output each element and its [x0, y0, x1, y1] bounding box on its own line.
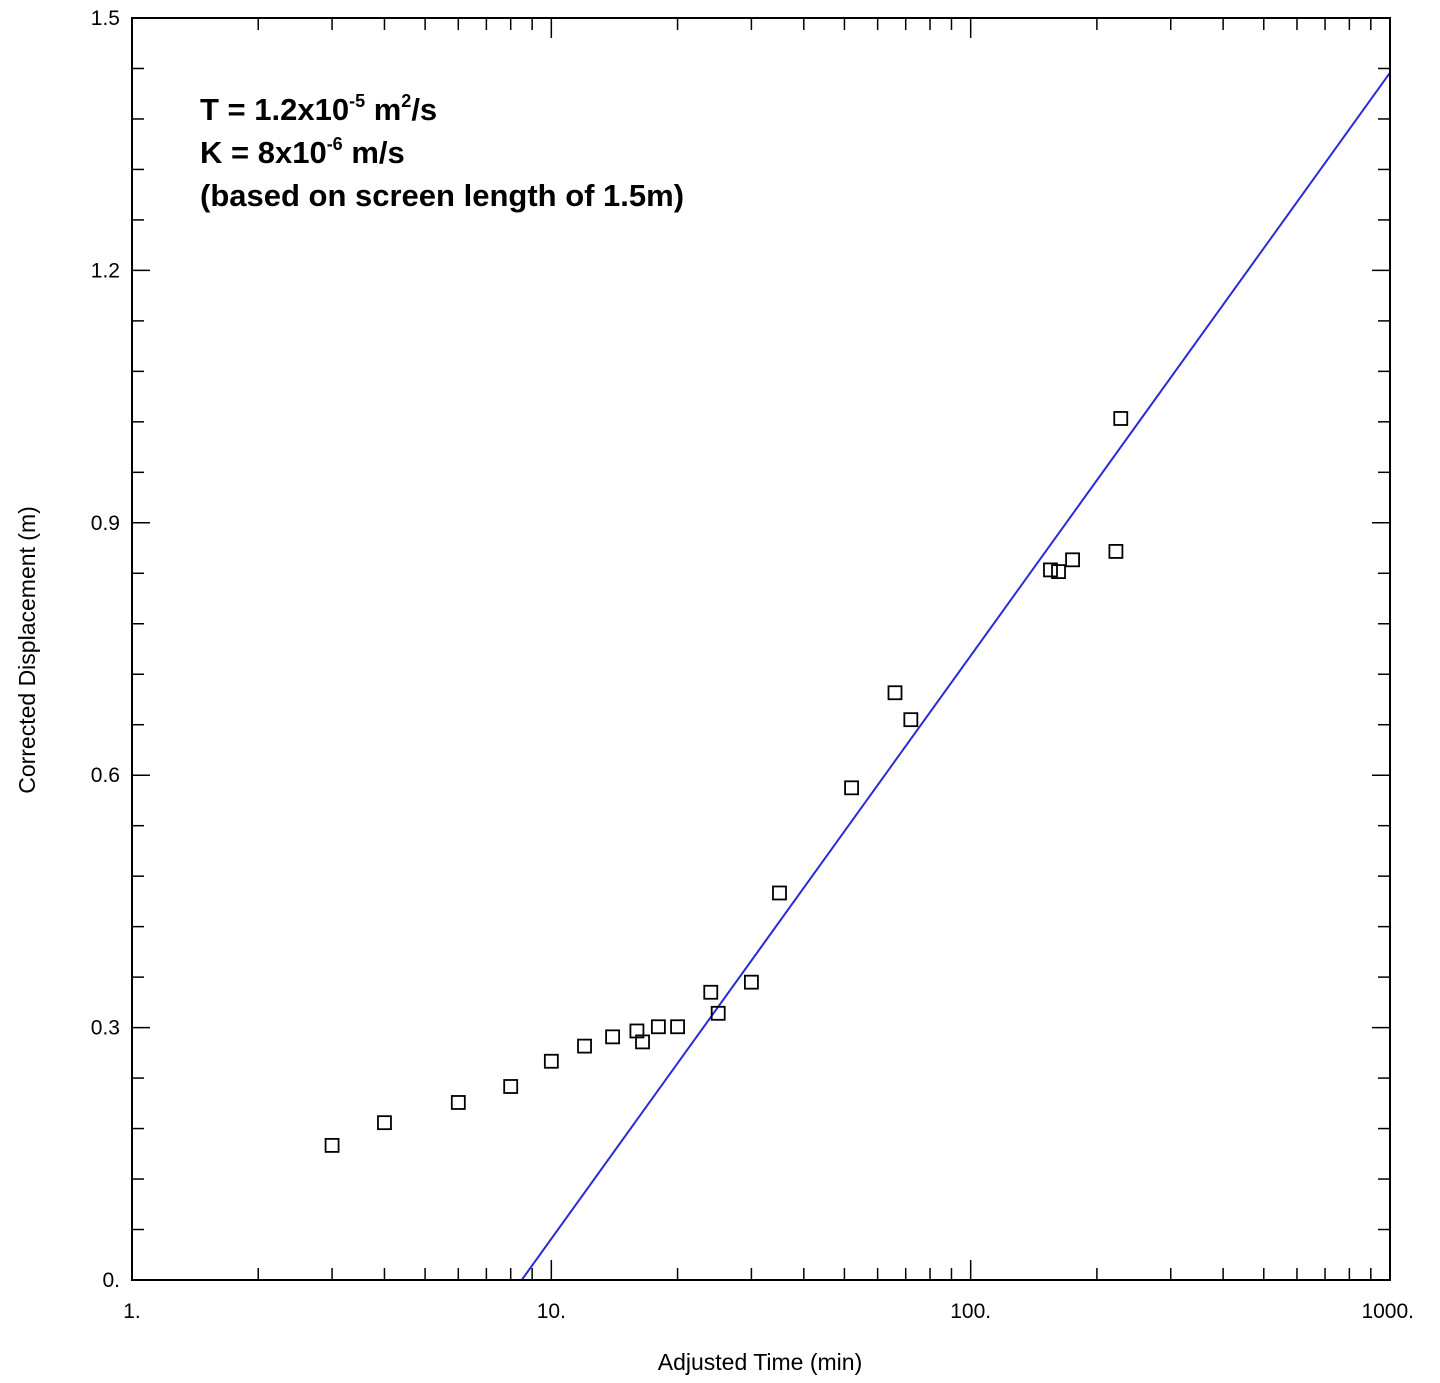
- plot-frame: [131, 17, 1391, 1281]
- y-tick-label: 1.5: [91, 7, 120, 30]
- x-tick-label: 1000.: [1361, 1300, 1414, 1323]
- y-tick-label: 1.2: [91, 259, 120, 282]
- x-tick-label: 1.: [123, 1300, 141, 1323]
- y-tick-label: 0.: [102, 1269, 120, 1292]
- data-point: [744, 974, 759, 990]
- x-tick-label: 100.: [950, 1300, 991, 1323]
- data-point: [543, 1053, 559, 1069]
- data-point: [503, 1079, 519, 1094]
- data-point: [377, 1115, 392, 1131]
- data-point: [903, 712, 919, 728]
- data-point: [605, 1029, 621, 1045]
- data-point: [1065, 552, 1080, 568]
- x-tick-labels: 1. 10. 100. 1000.: [123, 1300, 1414, 1323]
- fit-line-layer: [520, 72, 1391, 1281]
- data-point: [1051, 564, 1066, 579]
- y-tick-label: 0.3: [91, 1017, 120, 1040]
- data-point: [887, 685, 903, 701]
- data-point: [577, 1038, 592, 1054]
- data-point: [450, 1095, 466, 1110]
- fit-line: [520, 72, 1391, 1281]
- data-point: [650, 1019, 666, 1035]
- annotation-block: T = 1.2x10-5 m2/s K = 8x10-6 m/s (based …: [200, 91, 684, 213]
- data-point: [772, 885, 787, 901]
- tick-marks: [132, 18, 1390, 1280]
- data-point: [844, 780, 859, 796]
- data-point: [710, 1005, 726, 1021]
- data-point: [1113, 411, 1129, 426]
- x-tick-label: 10.: [537, 1300, 566, 1323]
- annotation-basis: (based on screen length of 1.5m): [200, 178, 684, 213]
- data-point: [703, 984, 719, 1000]
- y-tick-label: 0.6: [91, 764, 120, 787]
- data-point: [635, 1034, 650, 1050]
- x-axis-label: Adjusted Time (min): [658, 1349, 863, 1375]
- y-axis-label: Corrected Displacement (m): [14, 506, 40, 794]
- y-tick-labels: 0. 0.3 0.6 0.9 1.2 1.5: [91, 7, 120, 1292]
- data-point: [324, 1137, 340, 1153]
- annotation-transmissivity: T = 1.2x10-5 m2/s: [200, 91, 437, 127]
- data-point: [670, 1019, 685, 1035]
- annotation-conductivity: K = 8x10-6 m/s: [200, 134, 405, 170]
- data-points-layer: [324, 411, 1129, 1153]
- data-point: [1043, 562, 1058, 578]
- y-tick-label: 0.9: [91, 512, 120, 535]
- data-point: [1108, 544, 1124, 559]
